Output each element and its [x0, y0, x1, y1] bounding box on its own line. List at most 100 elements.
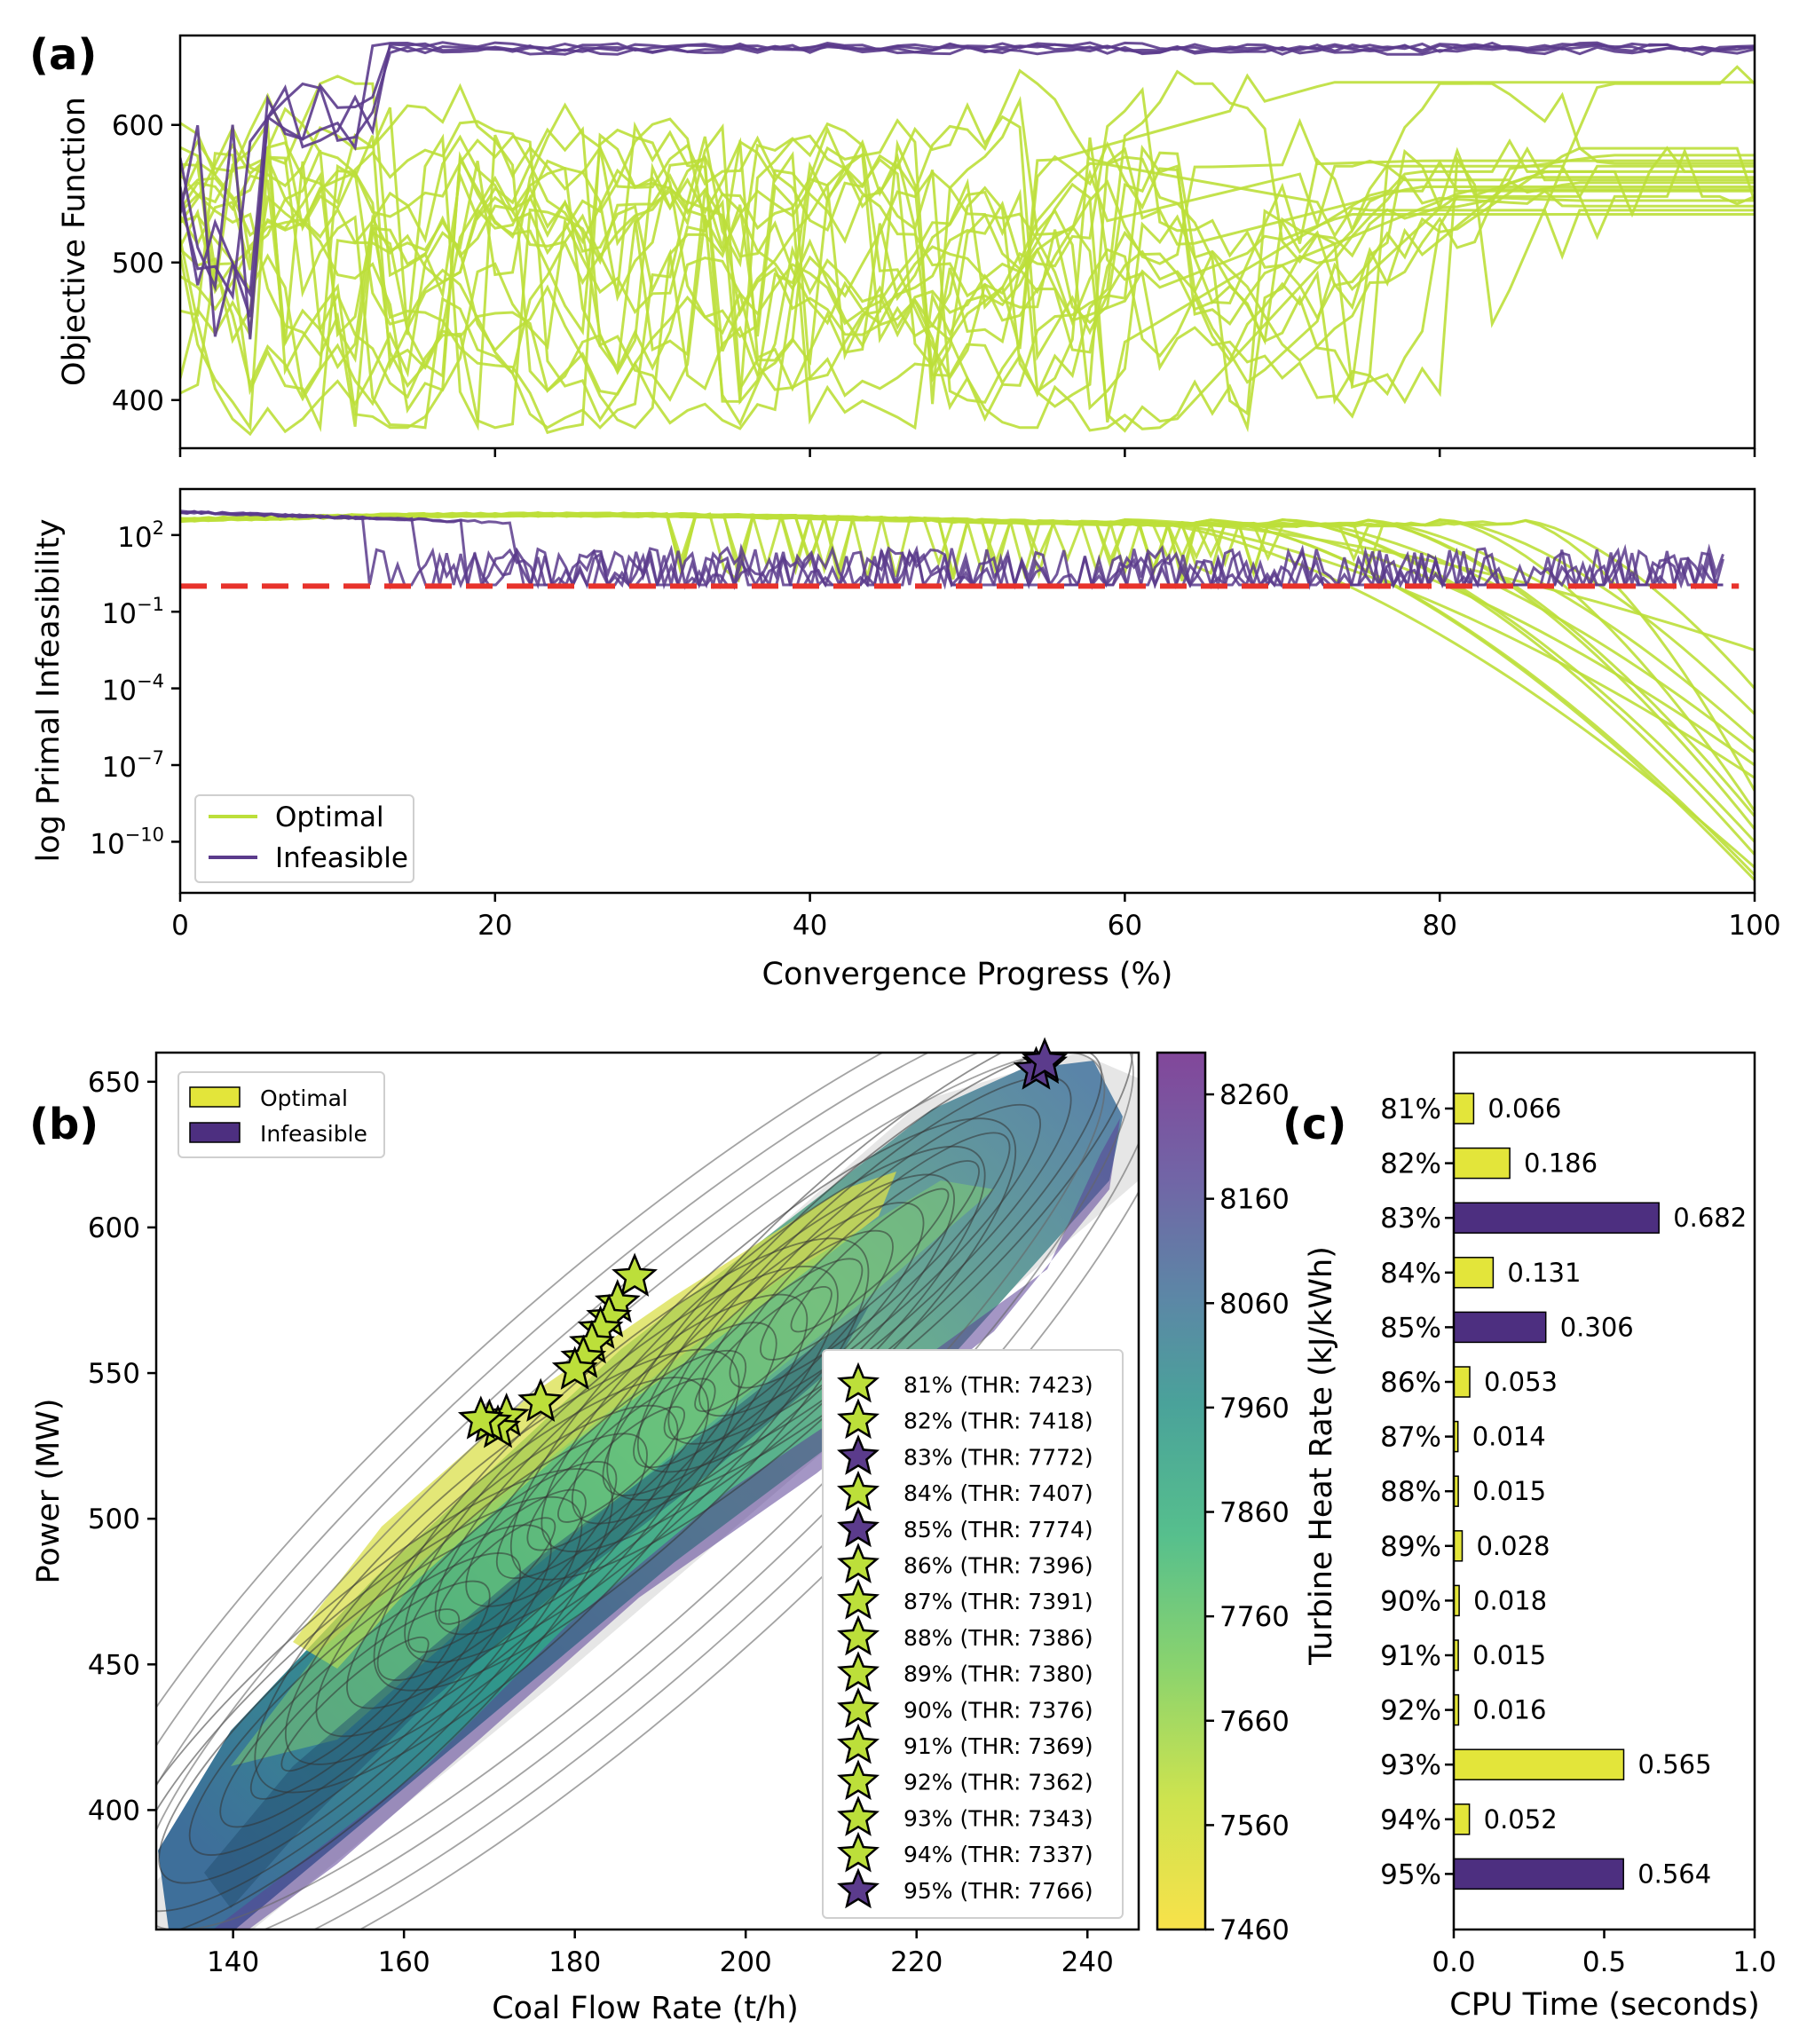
infeasibility-legend: Optimal Infeasible [194, 794, 414, 883]
star-marker [517, 1377, 564, 1422]
x-tick-label: 160 [378, 1946, 430, 1978]
x-tick-label: 60 [1108, 910, 1142, 942]
colorbar-tick-label: 7660 [1219, 1706, 1290, 1738]
legend-box [822, 1349, 1124, 1919]
contour-axes-frame [154, 1051, 1140, 1931]
optimal-series-line [180, 146, 1755, 430]
optimal-series-line [180, 65, 1755, 437]
x-tick-label: 80 [1422, 910, 1456, 942]
cpu-bar [1453, 1202, 1660, 1234]
contour-line [540, 1145, 986, 1553]
legend-star-label: 94% (THR: 7337) [903, 1842, 1093, 1867]
y-tick-label: 102 [117, 517, 164, 554]
x-tick-label: 0.5 [1582, 1946, 1626, 1978]
contour-line [526, 1377, 716, 1551]
contour-line [663, 1258, 864, 1440]
contour-lines [156, 1053, 1139, 1930]
contour-line [156, 1053, 1139, 1930]
category-label: 91% [1380, 1640, 1441, 1672]
y-tick-label: 550 [88, 1358, 140, 1390]
data-label: 0.014 [1472, 1422, 1546, 1452]
legend-star-label: 86% (THR: 7396) [903, 1553, 1093, 1579]
legend-star [837, 1614, 880, 1656]
contour-line [156, 1053, 1134, 1930]
cpu-x-ticks: 0.0 0.5 1.0 [1432, 1930, 1777, 1978]
infeasible-series-line [180, 509, 1724, 590]
contour-plot [156, 1053, 1139, 1930]
contour-line [465, 1322, 777, 1607]
optimal-series-line [180, 173, 1755, 433]
data-label: 0.028 [1476, 1531, 1550, 1561]
y-tick-label: 10−10 [90, 824, 164, 860]
x-tick-label: 100 [1728, 910, 1780, 942]
legend-star-label: 93% (THR: 7343) [903, 1805, 1093, 1831]
legend-star-label: 95% (THR: 7766) [903, 1878, 1093, 1904]
cpu-bar [1453, 1803, 1471, 1835]
data-label: 0.186 [1524, 1148, 1598, 1179]
colorbar-tick-label: 7760 [1219, 1601, 1290, 1633]
contour-line [156, 1468, 613, 1930]
infeasibility-y-label: log Primal Infeasibility [31, 518, 67, 862]
category-label: 86% [1380, 1367, 1441, 1399]
data-label: 0.053 [1484, 1367, 1558, 1397]
panel-label-c: (c) [1282, 1100, 1346, 1149]
contour-line [219, 1580, 491, 1828]
infeasibility-lines [180, 509, 1755, 881]
data-label: 0.015 [1472, 1476, 1546, 1506]
data-label: 0.015 [1472, 1640, 1546, 1670]
y-tick-label: 650 [88, 1067, 140, 1099]
optimal-series-line [180, 86, 1755, 430]
star-marker [1022, 1037, 1068, 1081]
x-tick-label: 1.0 [1732, 1946, 1776, 1978]
colorbar-tick-label: 8060 [1219, 1288, 1290, 1320]
optimal-series-line [180, 73, 1755, 404]
legend-optimal-label: Optimal [275, 801, 384, 833]
contour-line [606, 1053, 1133, 1501]
cpu-bar [1453, 1093, 1475, 1125]
contour-x-ticks: 140 160 180 200 220 240 [207, 1930, 1114, 1978]
contour-line [694, 1286, 832, 1412]
legend-star-label: 88% (THR: 7386) [903, 1625, 1093, 1651]
category-label: 95% [1380, 1859, 1441, 1890]
contour-line [156, 1053, 1106, 1930]
legend-star-label: 89% (THR: 7380) [903, 1661, 1093, 1687]
legend-star [837, 1795, 880, 1836]
category-label: 83% [1380, 1203, 1441, 1235]
data-label: 0.564 [1637, 1859, 1711, 1889]
cpu-bars: 81% 0.066 82% 0.186 83% 0.682 84% 0.131 85% 0.306… [1380, 1093, 1747, 1890]
contour-line [636, 1053, 1103, 1473]
legend-star [837, 1361, 880, 1403]
contour-line [407, 1488, 587, 1653]
contour-line [158, 1524, 552, 1884]
cpu-bar [1453, 1748, 1625, 1780]
contour-y-ticks: 400 450 500 550 600 650 [88, 1067, 156, 1827]
infeasible-series-line [180, 42, 1755, 318]
star-marker [612, 1252, 658, 1297]
x-tick-label: 0.0 [1432, 1946, 1475, 1978]
legend-star [837, 1867, 880, 1909]
objective-lines [180, 41, 1755, 437]
colorbar-ticks: 7460 7560 7660 7760 7860 7960 8060 8160 8260 [1205, 1079, 1290, 1946]
x-tick-label: 140 [207, 1946, 259, 1978]
colorbar-tick-label: 8160 [1219, 1184, 1290, 1216]
cpu-bar [1453, 1530, 1464, 1562]
colorbar-tick-label: 7860 [1219, 1497, 1290, 1529]
category-label: 85% [1380, 1312, 1441, 1344]
legend-star-label: 85% (THR: 7774) [903, 1517, 1093, 1543]
contour-x-label: Coal Flow Rate (t/h) [492, 1991, 799, 2026]
legend-star-label: 84% (THR: 7407) [903, 1480, 1093, 1506]
legend-star [837, 1578, 880, 1620]
contour-line [760, 1160, 980, 1361]
optimal-series-line [180, 122, 1755, 399]
contour-line [404, 1266, 839, 1663]
colorbar-tick-label: 7560 [1219, 1810, 1290, 1842]
category-label: 94% [1380, 1804, 1441, 1836]
contour-line [495, 1349, 747, 1580]
y-tick-label: 600 [88, 1212, 140, 1244]
category-label: 90% [1380, 1585, 1441, 1617]
panel-label-b: (b) [29, 1100, 99, 1149]
data-label: 0.306 [1560, 1312, 1634, 1342]
contour-line [602, 1202, 925, 1496]
legend-star-label: 91% (THR: 7369) [903, 1733, 1093, 1759]
x-tick-label: 20 [477, 910, 512, 942]
